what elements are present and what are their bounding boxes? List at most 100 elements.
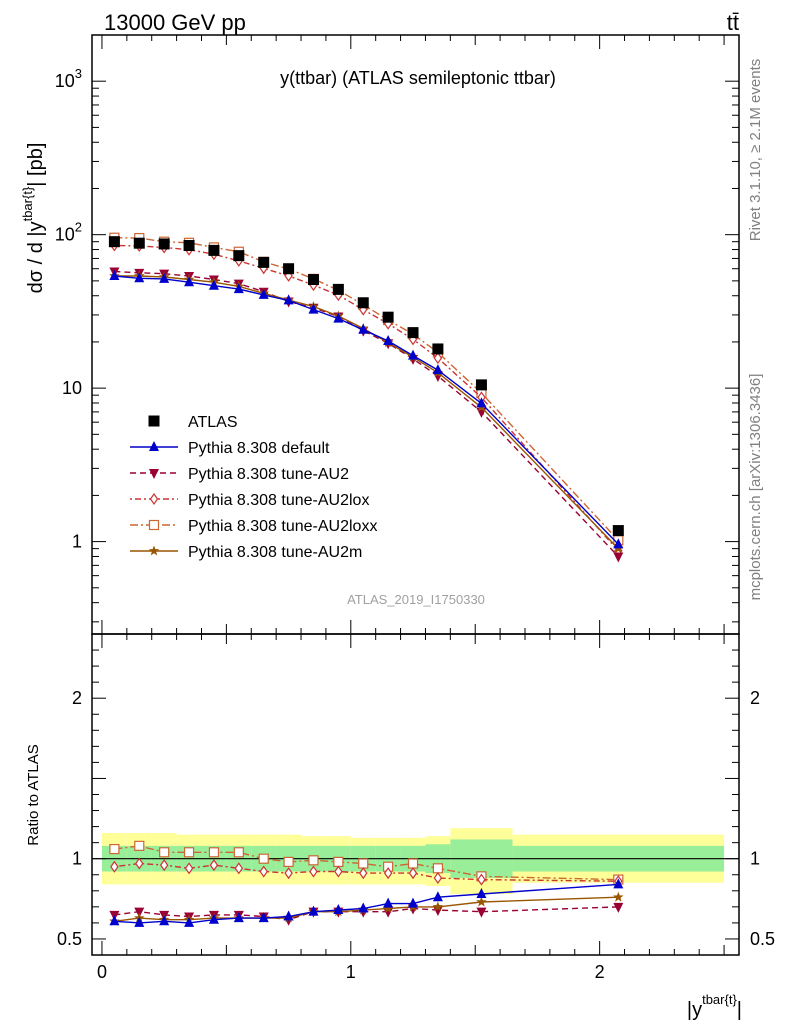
legend-marker bbox=[149, 469, 159, 479]
series-point bbox=[433, 352, 443, 365]
data-point bbox=[357, 297, 369, 309]
legend-label: Pythia 8.308 tune-AU2m bbox=[188, 544, 362, 561]
ratio-series-point bbox=[284, 867, 293, 880]
rivet-version-label: Rivet 3.1.10, ≥ 2.1M events bbox=[747, 59, 764, 242]
legend-entry: Pythia 8.308 tune-AU2lox bbox=[130, 492, 369, 509]
legend-label: Pythia 8.308 tune-AU2 bbox=[188, 466, 349, 483]
ratio-series-line bbox=[114, 845, 619, 881]
data-point bbox=[332, 283, 344, 295]
ratio-series-point bbox=[477, 873, 486, 886]
data-point bbox=[612, 525, 624, 537]
legend-entry: Pythia 8.308 tune-AU2loxx bbox=[130, 518, 377, 535]
ratio-series-point bbox=[433, 871, 443, 885]
data-point bbox=[158, 238, 170, 250]
ratio-series-point bbox=[159, 915, 170, 926]
series-point bbox=[358, 323, 369, 334]
series-line bbox=[114, 275, 619, 550]
legend-entry: ATLAS bbox=[148, 414, 238, 431]
header-process-label: tt̄ bbox=[727, 10, 739, 35]
ratio-series-point bbox=[258, 912, 269, 923]
main-y-tick-label: 102 bbox=[55, 220, 82, 245]
ratio-series-point bbox=[309, 865, 318, 878]
legend-marker bbox=[149, 492, 159, 506]
ratio-series-point bbox=[407, 858, 419, 869]
series-point bbox=[432, 364, 443, 375]
data-point bbox=[183, 239, 195, 251]
ratio-series-line bbox=[114, 883, 619, 924]
ratio-series-point bbox=[234, 862, 244, 875]
ratio-series-point bbox=[613, 891, 624, 902]
ratio-series-point bbox=[183, 847, 195, 858]
ratio-series-point bbox=[476, 888, 487, 899]
ratio-series-point bbox=[109, 915, 120, 926]
series-point bbox=[184, 276, 195, 287]
ratio-series-point bbox=[159, 859, 169, 872]
ratio-series-point bbox=[134, 840, 145, 851]
ratio-series-point bbox=[359, 867, 368, 880]
ratio-series-point bbox=[334, 865, 343, 878]
ratio-series-point bbox=[283, 910, 294, 921]
ratio-series-point bbox=[134, 916, 145, 927]
main-y-tick-label: 103 bbox=[55, 66, 82, 91]
ratio-series-line bbox=[114, 862, 619, 882]
ratio-series-point bbox=[613, 902, 624, 913]
data-point bbox=[233, 250, 245, 262]
ratio-series-point bbox=[432, 863, 443, 874]
series-point bbox=[613, 538, 624, 549]
ratio-series-point bbox=[184, 862, 194, 875]
main-y-tick-label: 10 bbox=[62, 378, 82, 398]
main-y-axis-label: dσ / d |ytbar{t}| [pb] bbox=[20, 143, 47, 294]
ratio-series-point bbox=[476, 907, 487, 918]
ratio-panel: 0 1 2 0.5 0.5 1 1 2 2 bbox=[57, 633, 775, 982]
series-line bbox=[114, 275, 619, 545]
svg-text:dσ / d |ytbar{t}| [pb]: dσ / d |ytbar{t}| [pb] bbox=[20, 143, 47, 294]
ratio-series-point bbox=[259, 865, 268, 878]
legend-marker bbox=[148, 545, 160, 556]
series-point bbox=[613, 552, 624, 563]
series-point bbox=[258, 288, 269, 299]
svg-text:|ytbar{t}|: |ytbar{t}| bbox=[687, 992, 742, 1021]
ratio-series-point bbox=[110, 860, 119, 873]
ratio-series-line bbox=[114, 896, 619, 922]
data-point bbox=[407, 327, 419, 339]
data-point bbox=[307, 274, 319, 286]
ratio-series-point bbox=[308, 855, 319, 866]
ratio-series-point bbox=[432, 901, 444, 912]
legend-entry: Pythia 8.308 tune-AU2 bbox=[130, 466, 349, 483]
data-point bbox=[475, 379, 487, 391]
legend-label: Pythia 8.308 tune-AU2lox bbox=[188, 492, 369, 509]
ratio-y-tick-label-right: 0.5 bbox=[750, 929, 775, 949]
series-point bbox=[233, 283, 244, 294]
legend-label: Pythia 8.308 tune-AU2loxx bbox=[188, 518, 377, 535]
data-point bbox=[258, 256, 270, 268]
ratio-series-point bbox=[184, 916, 195, 927]
ratio-y-tick-label: 1 bbox=[72, 849, 82, 869]
mcplots-reference-label: mcplots.cern.ch [arXiv:1306.3436] bbox=[747, 374, 764, 601]
ratio-series-point bbox=[333, 904, 344, 915]
x-axis-label: |ytbar{t}| bbox=[687, 992, 742, 1021]
ratio-series-point bbox=[159, 847, 170, 858]
ratio-series-point bbox=[208, 847, 220, 858]
ratio-series-point bbox=[283, 856, 294, 868]
ratio-y-tick-label: 2 bbox=[72, 688, 82, 708]
ratio-series-point bbox=[476, 896, 487, 907]
ratio-series-point bbox=[613, 878, 624, 889]
x-tick-label: 0 bbox=[97, 962, 107, 982]
series-point bbox=[159, 272, 170, 283]
series-point bbox=[109, 269, 120, 280]
x-tick-label: 2 bbox=[595, 962, 605, 982]
ratio-series-point bbox=[208, 913, 219, 924]
legend-marker bbox=[148, 519, 160, 531]
data-point bbox=[208, 244, 220, 256]
legend-label: ATLAS bbox=[188, 414, 238, 431]
chart-title: y(ttbar) (ATLAS semileptonic ttbar) bbox=[280, 68, 556, 88]
ratio-series-point bbox=[358, 902, 369, 913]
legend-entry: Pythia 8.308 tune-AU2m bbox=[130, 544, 362, 561]
data-point bbox=[432, 343, 444, 355]
ratio-y-tick-label-right: 1 bbox=[750, 849, 760, 869]
ratio-series-point bbox=[432, 906, 443, 917]
series-point bbox=[208, 279, 219, 290]
series-point bbox=[333, 312, 344, 323]
ratio-series-point bbox=[383, 867, 393, 880]
series-line bbox=[114, 244, 619, 552]
